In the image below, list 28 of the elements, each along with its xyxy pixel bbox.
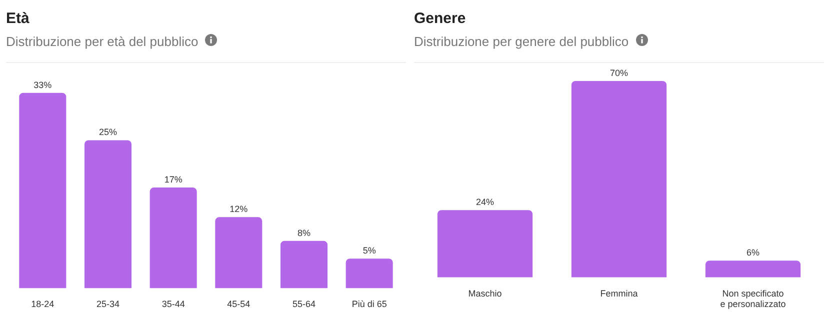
x-tick-label: Femmina xyxy=(600,288,638,298)
data-label: 17% xyxy=(164,174,182,185)
chart-subtitle: Distribuzione per genere del pubblico xyxy=(414,34,629,49)
chart-title: Età xyxy=(6,9,30,29)
data-label: 70% xyxy=(610,68,628,78)
x-tick-label: 45-54 xyxy=(227,299,250,310)
x-tick-label: 25-34 xyxy=(96,299,120,310)
bar xyxy=(19,92,66,288)
x-tick-label: Non specificato e personalizzato xyxy=(720,288,786,310)
chart-title: Genere xyxy=(414,9,467,29)
bar xyxy=(215,217,262,288)
bar xyxy=(346,258,393,288)
data-label: 12% xyxy=(230,204,248,214)
bar xyxy=(150,188,197,288)
x-tick-label: 55-64 xyxy=(292,299,316,310)
x-tick-label: 18-24 xyxy=(31,299,54,310)
x-tick-label: Maschio xyxy=(468,288,502,298)
x-tick-label: 35-44 xyxy=(162,299,185,310)
chart-subtitle: Distribuzione per età del pubblico xyxy=(6,34,198,49)
data-label: 24% xyxy=(476,197,494,208)
data-label: 33% xyxy=(34,80,52,90)
data-label: 5% xyxy=(362,246,376,256)
x-tick-label: Più di 65 xyxy=(352,299,387,310)
data-label: 8% xyxy=(297,228,311,238)
data-label: 6% xyxy=(746,248,760,258)
bar xyxy=(280,240,328,288)
bar xyxy=(84,140,132,288)
data-label: 25% xyxy=(98,127,118,138)
